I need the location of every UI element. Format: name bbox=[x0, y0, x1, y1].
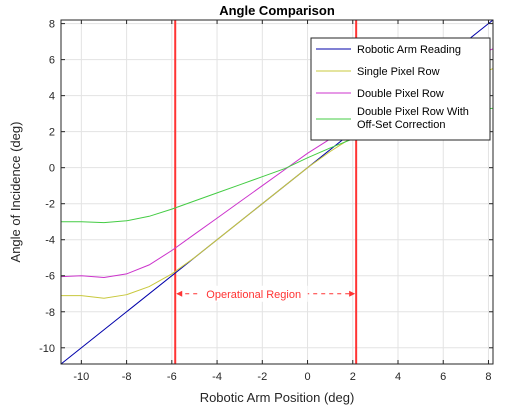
x-tick-label: 4 bbox=[395, 371, 401, 383]
y-tick-label: -4 bbox=[45, 235, 55, 247]
y-tick-label: 8 bbox=[49, 19, 55, 31]
y-tick-label: -10 bbox=[39, 343, 55, 355]
x-tick-label: 2 bbox=[350, 371, 356, 383]
annotation-arrowhead-right bbox=[349, 290, 356, 297]
y-axis-title: Angle of Incidence (deg) bbox=[8, 122, 23, 263]
x-tick-label: 6 bbox=[440, 371, 446, 383]
y-tick-label: -6 bbox=[45, 271, 55, 283]
operational-region-annotation: Operational Region bbox=[176, 285, 356, 302]
x-tick-label: 8 bbox=[485, 371, 491, 383]
y-tick-label: 2 bbox=[49, 127, 55, 139]
y-tick-label: 0 bbox=[49, 163, 55, 175]
legend-label-1: Robotic Arm Reading bbox=[357, 44, 461, 56]
annotation-arrowhead-left bbox=[176, 290, 183, 297]
y-tick-label: -8 bbox=[45, 307, 55, 319]
legend: Robotic Arm Reading Single Pixel Row Doubl… bbox=[310, 37, 491, 141]
legend-label-3: Double Pixel Row bbox=[357, 88, 444, 100]
legend-label-4: Double Pixel Row With Off-Set Correction bbox=[357, 106, 469, 131]
x-axis-ticks: -10 -8 -6 -4 -2 0 2 4 6 8 bbox=[73, 20, 492, 383]
x-tick-label: 0 bbox=[304, 371, 310, 383]
chart-title: Angle Comparison bbox=[219, 3, 335, 18]
annotation-label: Operational Region bbox=[206, 289, 301, 301]
x-tick-label: -10 bbox=[73, 371, 89, 383]
y-tick-label: 4 bbox=[49, 91, 55, 103]
legend-box bbox=[310, 37, 491, 141]
y-tick-label: 6 bbox=[49, 55, 55, 67]
legend-label-2: Single Pixel Row bbox=[357, 66, 440, 78]
x-tick-label: -4 bbox=[212, 371, 222, 383]
x-tick-label: -8 bbox=[122, 371, 132, 383]
x-axis-title: Robotic Arm Position (deg) bbox=[200, 390, 355, 405]
y-axis-ticks: -10 -8 -6 -4 -2 0 2 4 6 8 bbox=[39, 19, 493, 355]
plot-frame bbox=[60, 19, 494, 365]
y-tick-label: -2 bbox=[45, 199, 55, 211]
annotation-label-bg bbox=[199, 285, 308, 302]
x-tick-label: -6 bbox=[167, 371, 177, 383]
x-tick-label: -2 bbox=[257, 371, 267, 383]
